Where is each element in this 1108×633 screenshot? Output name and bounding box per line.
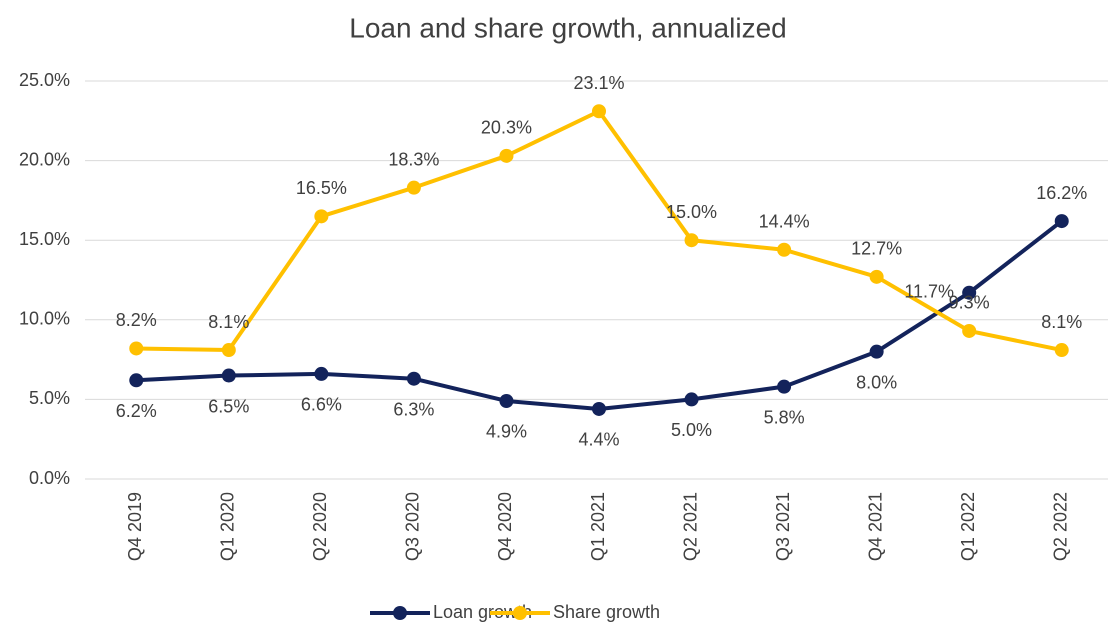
point [314,209,329,224]
data-label: 6.6% [301,395,342,415]
point [129,341,144,356]
data-label: 4.4% [578,430,619,450]
x-tick-label: Q4 2021 [865,492,885,561]
data-label: 8.1% [208,312,249,332]
x-tick-label: Q3 2021 [773,492,793,561]
point [869,344,884,359]
point [314,366,329,381]
y-tick-label: 5.0% [29,388,70,408]
legend-label: Loan growth [433,602,532,622]
data-label: 14.4% [759,212,810,232]
x-tick-label: Q1 2020 [218,492,238,561]
point [869,269,884,284]
chart-title: Loan and share growth, annualized [349,12,786,43]
point [499,148,514,163]
y-tick-label: 10.0% [19,309,70,329]
data-label: 16.5% [296,178,347,198]
series-line [136,219,1063,411]
point [129,373,144,388]
point [1054,214,1069,229]
point [499,393,514,408]
y-tick-label: 20.0% [19,149,70,169]
data-label: 8.1% [1041,312,1082,332]
data-label: 8.0% [856,372,897,392]
x-tick-label: Q2 2021 [680,492,700,561]
point [406,180,421,195]
x-tick-label: Q3 2020 [403,492,423,561]
point [684,392,699,407]
x-tick-label: Q1 2022 [958,492,978,561]
legend-label: Share growth [553,602,660,622]
data-label: 16.2% [1036,183,1087,203]
x-tick-label: Q4 2019 [125,492,145,561]
x-tick-label: Q2 2020 [310,492,330,561]
point [221,368,236,383]
point [777,379,792,394]
point [684,233,699,248]
series-line [136,109,1063,353]
data-label: 4.9% [486,422,527,442]
point [221,343,236,358]
data-label: 20.3% [481,118,532,138]
legend-marker [513,606,527,620]
y-tick-label: 0.0% [29,468,70,488]
x-tick-label: Q1 2021 [588,492,608,561]
data-label: 15.0% [666,202,717,222]
point [962,323,977,338]
x-tick-label: Q4 2020 [495,492,515,561]
y-tick-label: 25.0% [19,70,70,90]
point [962,285,977,300]
data-label: 12.7% [851,239,902,259]
data-label: 5.8% [764,407,805,427]
y-tick-label: 15.0% [19,229,70,249]
data-label: 6.2% [116,401,157,421]
data-label: 8.2% [116,310,157,330]
data-label: 11.7% [904,281,954,301]
x-tick-label: Q2 2022 [1050,492,1070,561]
data-label: 6.5% [208,396,249,416]
data-label: 18.3% [388,149,439,169]
data-label: 23.1% [573,73,624,93]
point [592,401,606,416]
data-label: 6.3% [393,399,434,419]
data-label: 9.3% [949,293,990,313]
data-label: 5.0% [671,420,712,440]
point [406,371,421,386]
point [777,242,792,257]
point [592,104,606,119]
legend-marker [393,606,407,620]
point [1054,343,1069,358]
